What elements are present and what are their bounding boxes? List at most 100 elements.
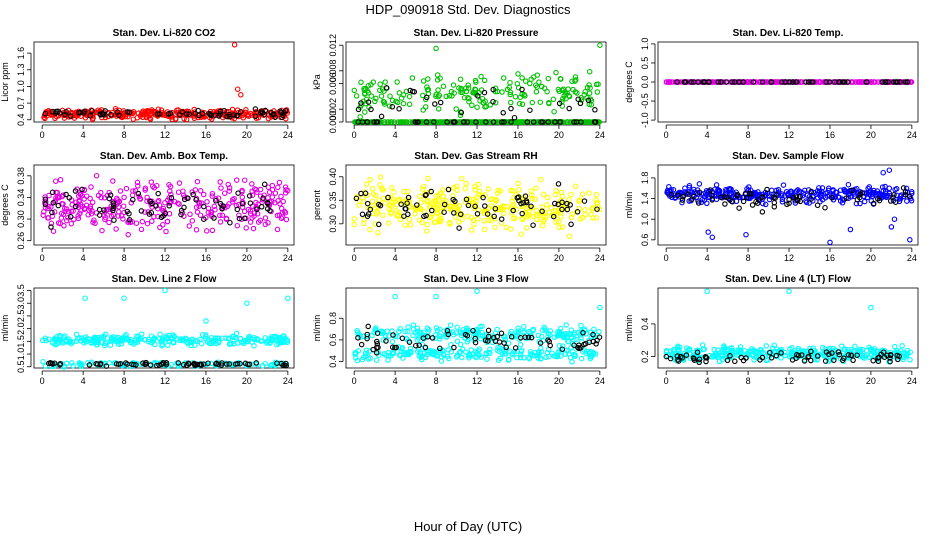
data-point	[135, 337, 142, 343]
data-point	[142, 111, 148, 117]
data-point	[581, 91, 588, 98]
data-point	[576, 198, 582, 205]
data-point	[744, 79, 750, 85]
data-point	[176, 180, 183, 186]
data-point	[394, 99, 401, 106]
data-point	[383, 85, 390, 91]
data-point	[581, 198, 588, 204]
data-point	[796, 79, 802, 85]
data-point	[175, 189, 182, 195]
data-point	[375, 229, 381, 236]
x-tick-label: 4	[705, 376, 710, 386]
data-point	[596, 328, 602, 335]
data-point	[399, 335, 406, 342]
data-point	[63, 191, 69, 198]
data-point	[814, 202, 821, 209]
data-point	[42, 201, 49, 208]
data-point	[361, 119, 367, 125]
data-point	[502, 334, 508, 340]
data-point	[208, 210, 214, 216]
data-point	[41, 208, 47, 215]
data-point	[433, 202, 440, 209]
data-point	[433, 45, 439, 52]
data-point	[722, 201, 728, 207]
data-point	[524, 199, 530, 206]
data-point	[474, 211, 481, 217]
data-point	[269, 333, 275, 340]
data-point	[213, 360, 220, 367]
data-point	[556, 342, 563, 349]
data-point	[539, 327, 546, 333]
data-point	[516, 187, 522, 193]
data-point	[283, 216, 290, 223]
data-point	[234, 206, 241, 213]
plot-frame	[345, 287, 607, 369]
data-point	[451, 210, 457, 216]
data-point	[374, 338, 380, 345]
data-point	[827, 239, 833, 246]
data-point	[197, 212, 204, 218]
data-point	[207, 111, 213, 118]
data-point	[576, 206, 582, 212]
data-point	[130, 116, 137, 122]
data-point	[416, 193, 423, 200]
data-point	[450, 119, 457, 125]
data-point	[262, 360, 268, 367]
data-point	[355, 335, 361, 341]
data-point	[831, 357, 837, 363]
data-point	[196, 199, 202, 206]
y-axis: -1.0 -0.5 0.0 0.5 1.0	[640, 38, 656, 128]
data-point	[569, 211, 576, 217]
data-point	[79, 203, 86, 210]
data-point	[709, 354, 716, 360]
data-point	[51, 209, 58, 215]
data-point	[89, 108, 95, 114]
x-tick-label: 24	[907, 253, 917, 263]
data-point	[591, 326, 597, 333]
data-point	[410, 322, 417, 328]
data-point	[387, 119, 394, 125]
data-point	[209, 190, 216, 197]
data-point	[396, 106, 402, 112]
data-point	[539, 208, 545, 215]
data-point	[508, 105, 514, 112]
data-point	[218, 362, 225, 368]
figure-xlabel: Hour of Day (UTC)	[414, 519, 522, 534]
plot-frame	[33, 41, 295, 123]
data-point	[409, 88, 416, 95]
panel-title: Stan. Dev. Li-820 CO2	[113, 28, 216, 39]
data-point	[394, 333, 401, 340]
data-point	[163, 228, 169, 235]
data-point	[373, 211, 380, 217]
data-point	[377, 182, 383, 188]
data-point	[88, 210, 95, 217]
data-point	[283, 362, 289, 369]
data-point	[54, 340, 61, 347]
data-point	[108, 337, 115, 343]
data-point	[743, 194, 750, 201]
data-point	[63, 217, 70, 224]
data-point	[418, 354, 424, 361]
data-point	[238, 216, 245, 222]
data-point	[372, 221, 378, 227]
data-point	[557, 325, 564, 332]
data-point	[371, 119, 377, 125]
data-point	[684, 191, 691, 197]
data-point	[904, 79, 911, 85]
data-point	[176, 201, 182, 207]
data-point	[419, 186, 426, 192]
data-point	[552, 200, 558, 207]
data-point	[76, 198, 82, 205]
data-point	[886, 167, 893, 173]
data-point	[904, 198, 910, 204]
data-point	[156, 202, 163, 208]
data-point	[485, 349, 492, 355]
data-point	[181, 196, 188, 203]
data-point	[377, 174, 384, 180]
data-point	[882, 79, 889, 85]
data-point	[370, 191, 377, 197]
data-point	[555, 218, 562, 225]
data-point	[496, 339, 503, 345]
data-point	[362, 353, 369, 359]
y-tick-label: 0.008	[328, 60, 338, 83]
